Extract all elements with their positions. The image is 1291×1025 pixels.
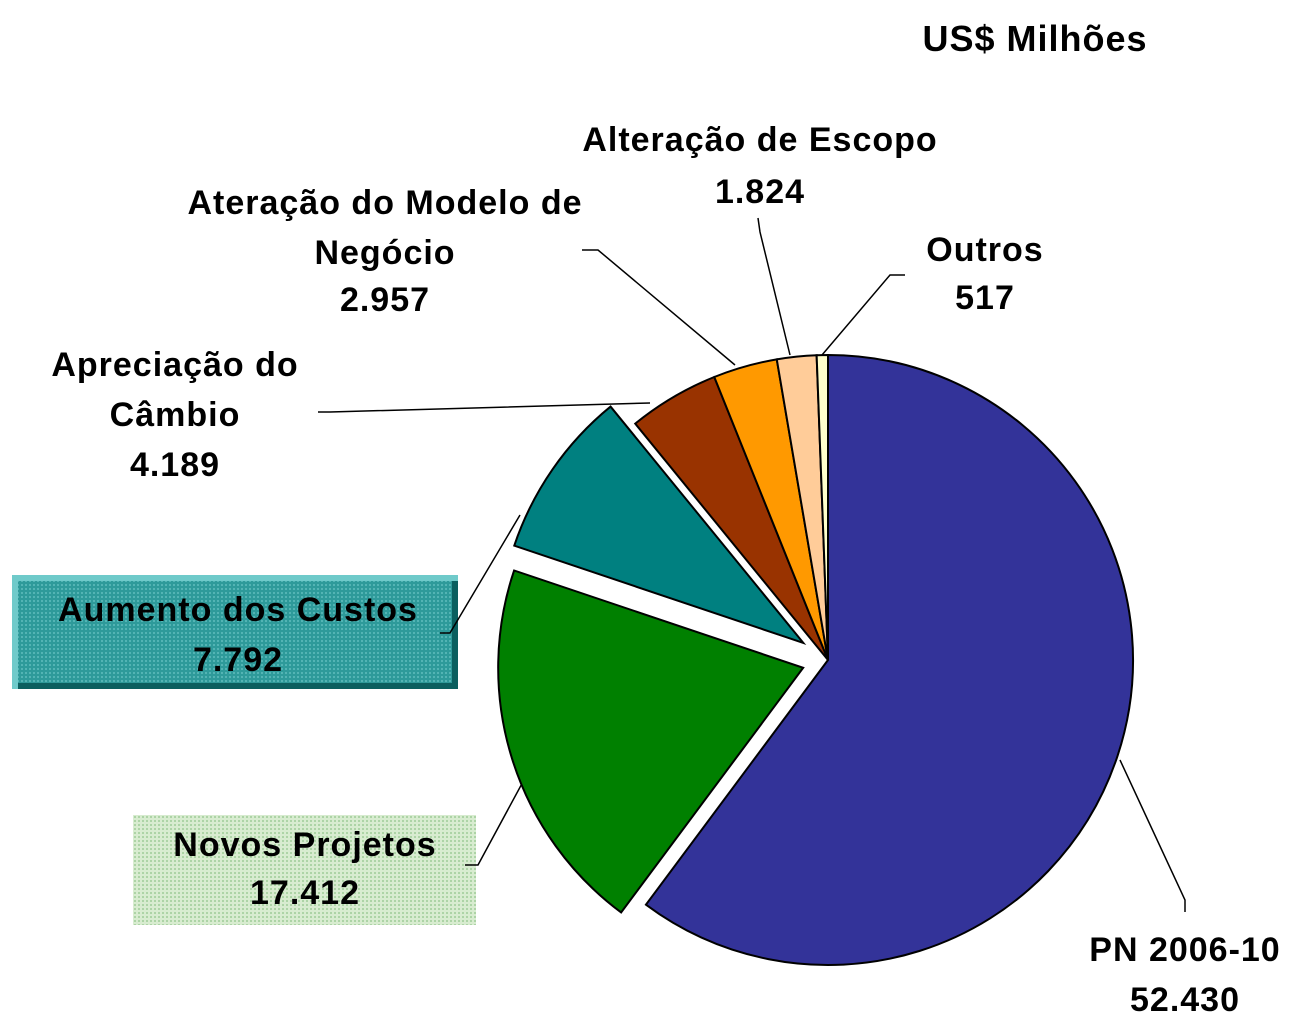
leader-line — [1119, 759, 1186, 912]
leader-line — [757, 217, 791, 356]
value-label: 1.824 — [714, 173, 806, 211]
slice-label: PN 2006-10 — [1089, 931, 1281, 969]
pie-slice — [815, 353, 829, 661]
value-label: 2.957 — [339, 281, 431, 319]
slice-label: Novos Projetos — [173, 826, 437, 864]
chart-title: US$ Milhões — [922, 18, 1148, 59]
label-box — [12, 575, 458, 689]
leader-line — [582, 249, 736, 366]
slice-label: Apreciação do Câmbio — [51, 346, 299, 434]
value-label: 517 — [955, 279, 1015, 317]
leader-line — [318, 402, 651, 413]
value-label: 17.412 — [250, 874, 360, 912]
label-box — [133, 815, 476, 925]
leader-line — [465, 777, 526, 866]
slice-label: Ateração do Modelo de Negócio — [187, 184, 583, 272]
pie-slice — [512, 405, 807, 645]
slice-label: Alteração de Escopo — [582, 121, 938, 159]
value-label: 7.792 — [192, 641, 284, 679]
pie-slice — [644, 353, 1134, 966]
value-label: 4.189 — [129, 446, 221, 484]
leader-line — [821, 274, 905, 356]
pie-slice — [497, 569, 805, 914]
leader-lines — [318, 217, 1186, 912]
slice-label: Outros — [926, 231, 1044, 269]
value-label: 52.430 — [1130, 981, 1240, 1019]
leader-line — [440, 514, 521, 634]
slice-label: Aumento dos Custos — [58, 591, 418, 629]
slices — [497, 353, 1134, 966]
